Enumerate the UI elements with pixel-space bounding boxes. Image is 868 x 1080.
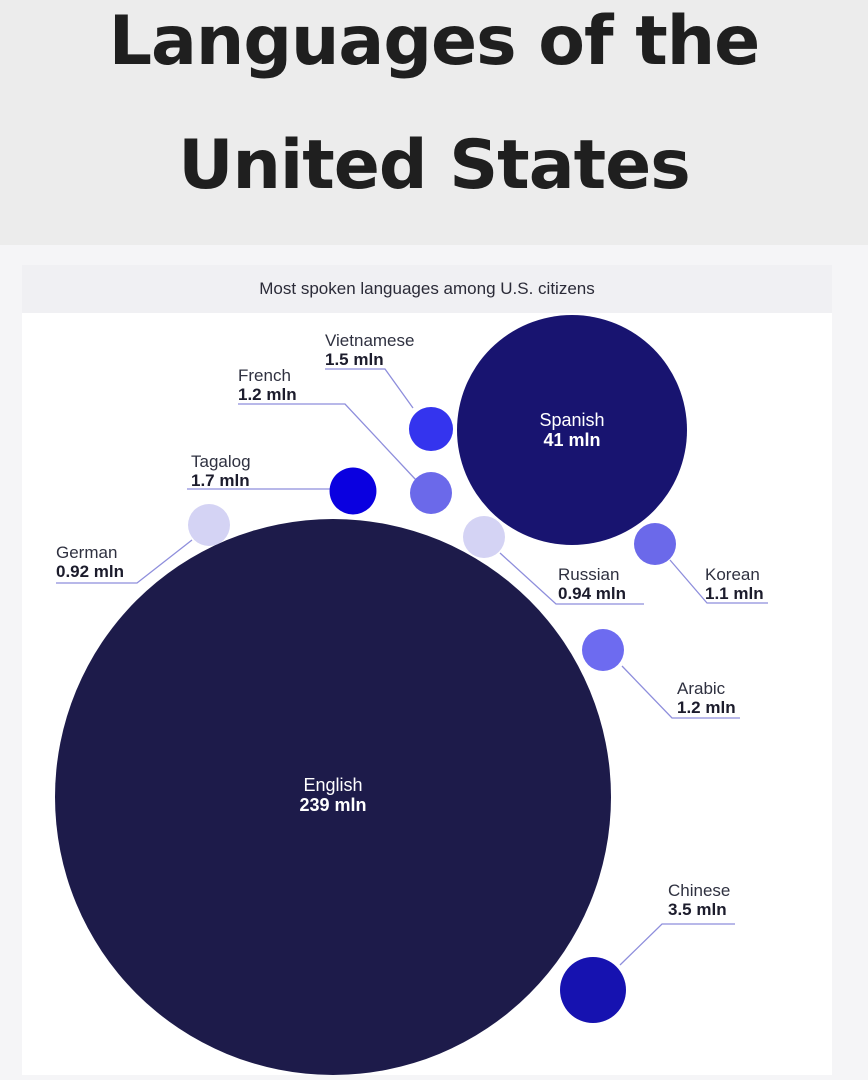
page-title-line-2: United States [178, 126, 690, 205]
german-bubble [188, 504, 230, 546]
french-value-label: 1.2 mln [238, 385, 297, 404]
chart-subtitle: Most spoken languages among U.S. citizen… [22, 265, 832, 313]
spanish-bubble [457, 315, 687, 545]
chinese-leader-line [619, 923, 735, 966]
arabic-name-label: Arabic [677, 679, 726, 698]
french-leader-line [238, 403, 417, 481]
arabic-leader-line [621, 665, 740, 719]
russian-leader-line [499, 552, 644, 605]
english-bubble [55, 519, 611, 1075]
korean-name-label: Korean [705, 565, 760, 584]
korean-value-label: 1.1 mln [705, 584, 764, 603]
russian-bubble [463, 516, 505, 558]
page-title-line-1: Languages of the [108, 2, 761, 81]
korean-bubble [634, 523, 676, 565]
chinese-value-label: 3.5 mln [668, 900, 727, 919]
title-band [0, 0, 868, 245]
english-name-label: English [303, 775, 362, 795]
vietnamese-value-label: 1.5 mln [325, 350, 384, 369]
tagalog-name-label: Tagalog [191, 452, 251, 471]
english-value-label: 239 mln [299, 795, 366, 815]
spanish-value-label: 41 mln [543, 430, 600, 450]
vietnamese-bubble [408, 406, 454, 452]
vietnamese-leader-line [325, 368, 414, 409]
korean-leader-line [669, 559, 768, 604]
arabic-value-label: 1.2 mln [677, 698, 736, 717]
tagalog-bubble [329, 467, 377, 515]
french-bubble [410, 472, 452, 514]
russian-value-label: 0.94 mln [558, 584, 626, 603]
german-leader-line [56, 539, 193, 584]
vietnamese-name-label: Vietnamese [325, 331, 414, 350]
tagalog-value-label: 1.7 mln [191, 471, 250, 490]
french-name-label: French [238, 366, 291, 385]
german-name-label: German [56, 543, 117, 562]
arabic-bubble [582, 629, 624, 671]
spanish-name-label: Spanish [539, 410, 604, 430]
chinese-bubble [560, 957, 626, 1023]
chinese-name-label: Chinese [668, 881, 730, 900]
german-value-label: 0.92 mln [56, 562, 124, 581]
russian-name-label: Russian [558, 565, 619, 584]
